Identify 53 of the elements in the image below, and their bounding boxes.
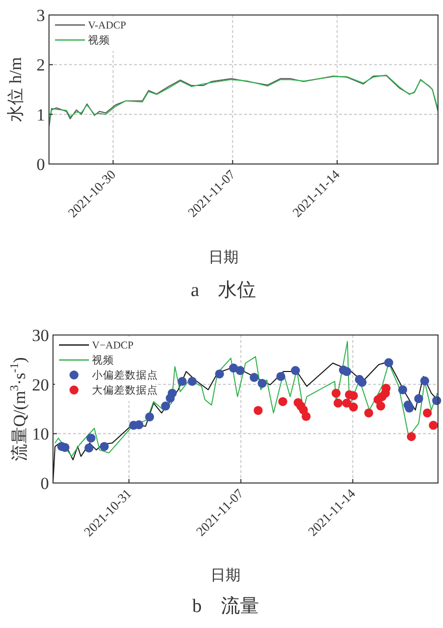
point — [178, 376, 187, 386]
point — [215, 369, 224, 378]
point — [161, 402, 170, 411]
point — [358, 378, 367, 387]
point — [100, 442, 109, 451]
line-series — [54, 340, 438, 457]
point — [290, 366, 300, 376]
y-tick-label: 2 — [36, 56, 45, 75]
point — [145, 412, 154, 422]
point — [364, 408, 374, 418]
text: a 水位 — [190, 280, 256, 301]
point — [342, 367, 352, 376]
y-tick-label: 0 — [36, 154, 45, 174]
point — [404, 404, 414, 413]
point — [334, 398, 343, 408]
point — [278, 397, 288, 406]
y-tick-label: 1 — [36, 105, 45, 124]
legend-label: 小偏差数据点 — [92, 368, 158, 382]
point — [236, 366, 245, 376]
point — [420, 376, 430, 386]
point — [342, 398, 352, 408]
y-tick-label: 20 — [32, 375, 49, 394]
legend-label: 大偏差数据点 — [92, 384, 158, 397]
legend-label: 视频 — [88, 34, 110, 47]
point — [258, 378, 267, 388]
point — [398, 385, 408, 394]
legend-label: 视频 — [92, 354, 114, 367]
legend-label: V-ADCP — [88, 20, 126, 32]
point — [406, 432, 416, 442]
point — [86, 434, 96, 443]
x-axis-title: 日期 — [210, 567, 240, 584]
legend-label: V−ADCP — [92, 340, 134, 352]
point — [84, 443, 94, 452]
point — [422, 408, 432, 418]
point — [188, 376, 197, 386]
point — [348, 402, 358, 412]
point — [414, 394, 424, 404]
point — [376, 402, 386, 411]
text: b 流量 — [192, 595, 259, 617]
point — [250, 372, 259, 382]
x-axis-title: 日期 — [208, 249, 238, 266]
y-tick-label: 10 — [32, 424, 49, 444]
point — [276, 372, 286, 381]
point — [168, 388, 177, 398]
y-tick-label: 3 — [36, 6, 45, 25]
point — [254, 406, 263, 415]
y-tick-label: 0 — [40, 474, 49, 493]
y-axis-title: 水位 h/m — [6, 57, 25, 122]
point — [384, 358, 394, 368]
y-tick-label: 30 — [32, 326, 49, 345]
point — [428, 420, 438, 430]
point — [332, 388, 341, 398]
point — [302, 412, 311, 421]
